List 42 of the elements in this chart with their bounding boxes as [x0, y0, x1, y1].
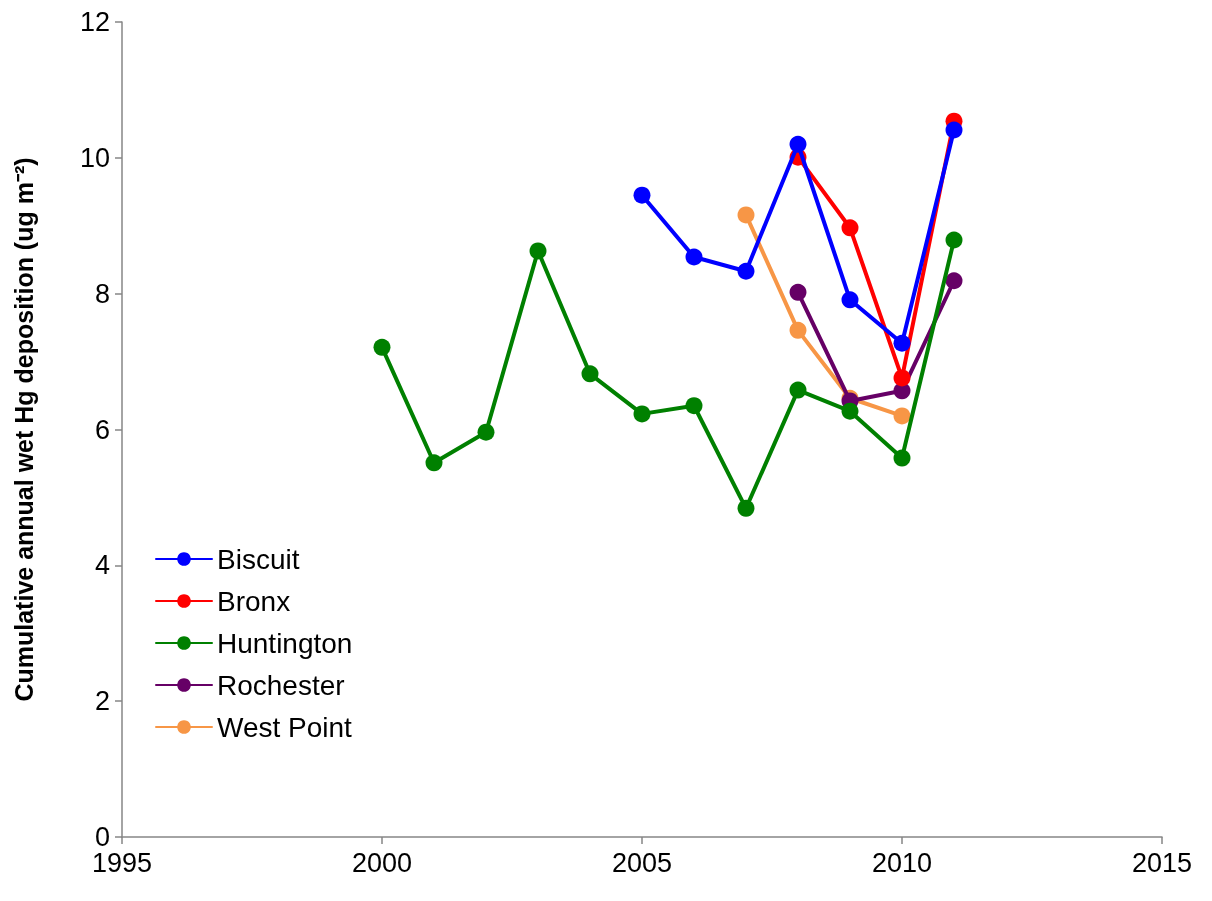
- point: [581, 365, 599, 383]
- point: [737, 206, 755, 224]
- legend-label: Biscuit: [217, 543, 300, 575]
- y-tick-label: 12: [79, 7, 110, 37]
- point: [737, 499, 755, 517]
- point: [841, 291, 859, 309]
- point: [633, 405, 651, 423]
- x-tick-label: 2010: [871, 847, 933, 878]
- point: [945, 231, 963, 249]
- point: [789, 283, 807, 301]
- point: [477, 423, 495, 441]
- x-tick-label: 2015: [1131, 847, 1193, 878]
- point: [685, 397, 703, 415]
- point: [789, 381, 807, 399]
- y-tick-label: 8: [94, 278, 110, 309]
- legend-label: Huntington: [217, 627, 353, 659]
- x-tick-label: 2000: [351, 847, 413, 878]
- point: [737, 262, 755, 280]
- point: [685, 248, 703, 266]
- legend-label: Rochester: [217, 669, 345, 701]
- y-tick-label: 6: [94, 414, 110, 445]
- point: [945, 121, 963, 139]
- y-tick-label: 2: [94, 686, 110, 717]
- legend-label: Bronx: [217, 585, 291, 617]
- point: [893, 407, 911, 425]
- point: [789, 135, 807, 153]
- point: [425, 454, 443, 472]
- y-tick-label: 10: [79, 142, 110, 173]
- legend-label: West Point: [217, 711, 353, 743]
- point: [789, 321, 807, 339]
- point: [893, 449, 911, 467]
- y-axis-title: Cumulative annual wet Hg deposition (ug m⁻²): [9, 157, 38, 702]
- point: [841, 219, 859, 237]
- point: [945, 272, 963, 290]
- point: [373, 338, 391, 356]
- y-tick-label: 4: [94, 550, 110, 581]
- point: [841, 402, 859, 420]
- point: [633, 186, 651, 204]
- point: [893, 334, 911, 352]
- point: [893, 369, 911, 387]
- point: [529, 242, 547, 260]
- x-tick-label: 2005: [611, 847, 673, 878]
